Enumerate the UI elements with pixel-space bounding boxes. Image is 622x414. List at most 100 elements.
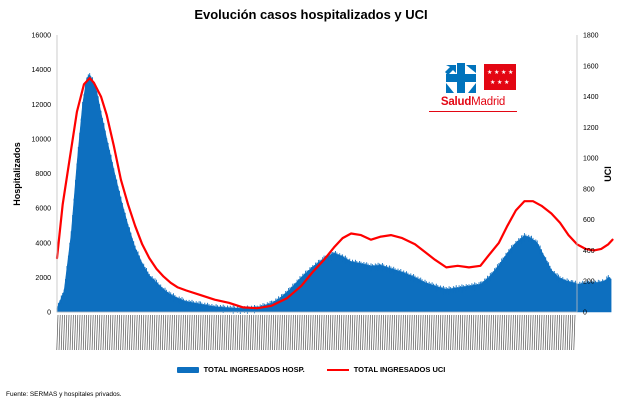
x-date-tick-label — [239, 314, 241, 351]
x-date-tick-label — [217, 314, 219, 351]
logo-underline — [429, 111, 517, 112]
x-date-tick-label — [197, 314, 200, 351]
x-date-tick-label — [186, 314, 189, 351]
x-date-tick-label — [443, 314, 446, 351]
x-date-tick-label — [252, 314, 255, 351]
x-date-tick-label — [120, 314, 123, 351]
logo-wordmark: SaludMadrid — [429, 96, 517, 108]
x-date-tick-label — [203, 314, 206, 351]
x-date-tick-label — [536, 314, 538, 351]
x-date-tick-label — [80, 314, 83, 351]
x-date-tick-label — [571, 314, 574, 351]
x-date-tick-label — [472, 314, 475, 351]
x-date-tick-label — [104, 314, 107, 351]
x-date-tick-label — [492, 314, 494, 351]
x-date-tick-label — [426, 314, 428, 351]
x-date-tick-label — [428, 314, 431, 351]
salud-madrid-logo: ★ ★ ★ ★ ★ ★ ★ — [427, 61, 519, 113]
x-date-tick-label — [485, 314, 488, 351]
logo-word-salud: Salud — [440, 96, 472, 108]
x-date-tick-label — [261, 314, 263, 351]
x-date-tick-label — [179, 314, 182, 351]
x-date-tick-label — [107, 314, 109, 351]
x-date-tick-label — [184, 314, 186, 351]
x-date-tick-label — [522, 314, 525, 351]
icu-line — [55, 76, 614, 310]
x-date-tick-label — [364, 314, 367, 351]
x-date-tick-label — [272, 314, 274, 351]
x-date-tick-label — [430, 314, 433, 351]
x-date-tick-label — [76, 314, 79, 351]
x-date-tick-label — [377, 314, 380, 351]
x-date-tick-label — [432, 314, 435, 351]
x-date-tick-label — [91, 314, 94, 351]
x-date-tick-label — [417, 314, 420, 351]
x-date-tick-label — [153, 314, 156, 351]
y-tick-label-left: 2000 — [35, 275, 51, 282]
x-date-tick-label — [291, 314, 294, 351]
source-note: Fuente: SERMAS y hospitales privados. — [6, 391, 122, 398]
x-date-tick-label — [533, 314, 536, 351]
x-date-tick-label — [58, 314, 61, 351]
x-date-tick-label — [338, 314, 340, 351]
axis-labels-layer: 0 2000 4000 6000 8000 10000 12000 14000 16000 0 20… — [12, 33, 613, 351]
x-date-tick-label — [225, 314, 228, 351]
x-date-tick-label — [146, 314, 149, 351]
legend-label-icu: TOTAL INGRESADOS UCI — [353, 365, 446, 374]
x-date-tick-label — [373, 314, 376, 351]
x-date-tick-label — [564, 314, 567, 351]
x-date-tick-label — [309, 314, 312, 351]
x-date-tick-label — [236, 314, 239, 351]
x-date-tick-label — [500, 314, 503, 351]
x-date-tick-label — [280, 314, 283, 351]
legend-swatch-line — [326, 368, 349, 371]
x-date-tick-label — [63, 314, 65, 351]
x-date-tick-label — [247, 314, 250, 351]
y-axis-title-right: UCI — [603, 166, 613, 182]
x-date-tick-label — [434, 314, 437, 351]
x-date-tick-label — [351, 314, 354, 351]
x-date-tick-label — [56, 314, 59, 351]
x-date-tick-label — [395, 314, 398, 351]
x-date-tick-label — [456, 314, 459, 351]
y-tick-label-left: 10000 — [32, 136, 52, 143]
x-date-tick-label — [412, 314, 415, 351]
logo-word-madrid: Madrid — [471, 96, 506, 108]
x-date-tick-label — [157, 314, 160, 351]
x-date-tick-label — [307, 314, 310, 351]
x-date-tick-label — [549, 314, 552, 351]
y-tick-label-right: 1200 — [583, 125, 599, 132]
x-date-tick-label — [267, 314, 270, 351]
x-date-tick-label — [219, 314, 222, 351]
x-date-tick-label — [126, 314, 129, 351]
x-date-tick-label — [302, 314, 305, 351]
x-date-tick-label — [357, 314, 360, 351]
x-date-tick-label — [419, 314, 422, 351]
x-date-tick-label — [133, 314, 136, 351]
x-date-tick-label — [60, 314, 63, 351]
y-tick-label-right: 800 — [583, 186, 595, 193]
x-date-tick-label — [85, 314, 87, 351]
x-date-tick-label — [208, 314, 211, 351]
x-date-tick-label — [287, 314, 290, 351]
x-date-tick-label — [360, 314, 362, 351]
x-date-tick-label — [234, 314, 237, 351]
hospitalized-area — [56, 74, 612, 313]
x-date-tick-label — [459, 314, 461, 351]
x-date-tick-label — [254, 314, 257, 351]
x-date-tick-label — [498, 314, 501, 351]
x-date-tick-label — [168, 314, 171, 351]
x-date-tick-label — [109, 314, 112, 351]
svg-text:★: ★ — [490, 79, 495, 86]
x-date-tick-label — [212, 314, 215, 351]
x-date-tick-label — [562, 314, 565, 351]
x-date-tick-label — [401, 314, 404, 351]
x-date-tick-label — [382, 314, 384, 351]
x-date-tick-label — [177, 314, 180, 351]
x-date-tick-label — [478, 314, 481, 351]
hospitalized-area-layer — [56, 73, 612, 314]
x-date-tick-label — [111, 314, 114, 351]
x-date-tick-label — [96, 314, 98, 351]
x-date-tick-label — [481, 314, 483, 351]
x-date-tick-label — [542, 314, 545, 351]
